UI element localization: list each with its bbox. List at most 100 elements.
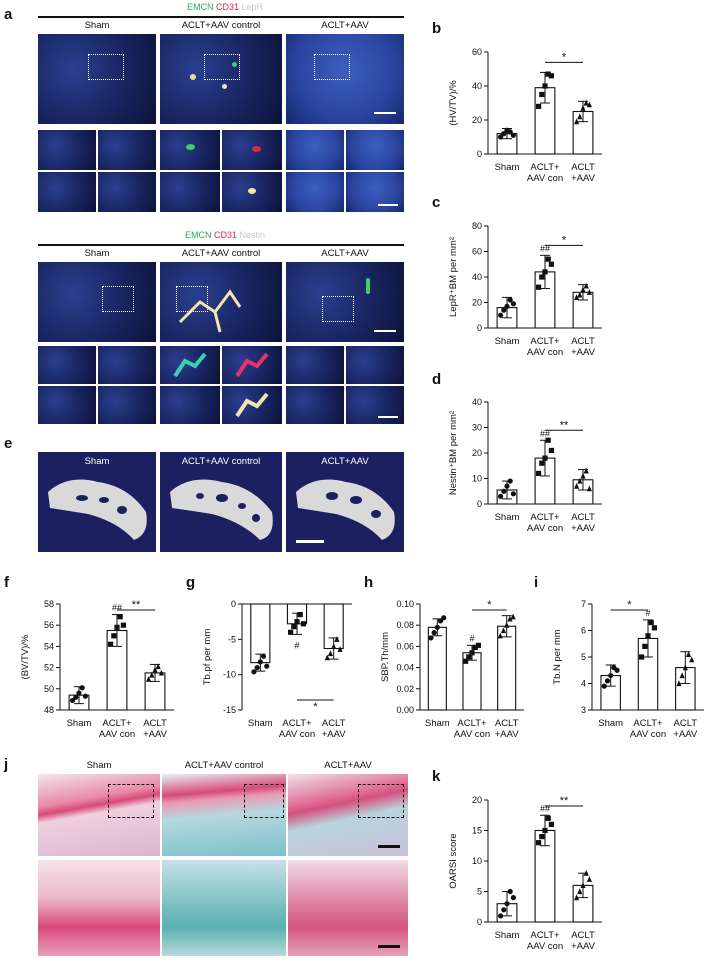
k-xlabel-1-1: AAV con bbox=[527, 941, 563, 952]
histology-sham bbox=[38, 774, 160, 856]
k-ylabel: OARSI score bbox=[448, 833, 459, 888]
i-point-1-2 bbox=[645, 633, 651, 639]
g-point-1-4 bbox=[300, 621, 306, 627]
zoom-aav-nestin-2 bbox=[346, 346, 404, 384]
f-ytick-label-1: 50 bbox=[44, 684, 54, 694]
f-point-1-0 bbox=[108, 641, 114, 647]
b-xlabel-1-0: ACLT+ bbox=[530, 162, 560, 173]
stain-emcn-2: EMCN bbox=[184, 230, 212, 240]
i-xlabel-0-0: Sham bbox=[598, 718, 623, 729]
g-xlabel-1-1: AAV con bbox=[279, 729, 315, 740]
panel-label-b: b bbox=[432, 20, 442, 37]
g-point-1-3 bbox=[297, 612, 303, 618]
d-point-1-2 bbox=[542, 455, 548, 461]
d-point-0-4 bbox=[510, 491, 516, 497]
microct-aclt-aav: ACLT+AAV bbox=[286, 452, 404, 552]
i-point-1-1 bbox=[642, 643, 648, 649]
h-point-1-4 bbox=[475, 642, 481, 648]
h-xlabel-1-0: ACLT+ bbox=[457, 718, 487, 729]
b-point-1-4 bbox=[548, 73, 554, 79]
zoom-aav-lepr-1 bbox=[286, 130, 344, 170]
i-ytick-label-2: 5 bbox=[581, 652, 586, 662]
f-xlabel-2-0: ACLT bbox=[143, 718, 167, 729]
i-comparison-label-0: * bbox=[627, 599, 632, 611]
d-xlabel-0-0: Sham bbox=[495, 512, 520, 523]
k-point-2-1 bbox=[577, 888, 583, 895]
panel-label-k: k bbox=[432, 768, 441, 785]
d-xlabel-1-0: ACLT+ bbox=[530, 512, 560, 523]
h-ytick-label-2: 0.04 bbox=[396, 663, 414, 673]
g-point-1-1 bbox=[291, 624, 297, 630]
k-point-0-0 bbox=[498, 913, 504, 919]
f-ytick-label-3: 54 bbox=[44, 641, 54, 651]
chart-c: 0 20 40 60 80 LepR⁺BM per mm² Sham ACLT+AAV con… bbox=[448, 221, 602, 358]
k-point-0-2 bbox=[504, 901, 510, 907]
h-point-2-0 bbox=[497, 632, 503, 639]
panel-label-f: f bbox=[4, 574, 9, 591]
g-ytick-label-2: -5 bbox=[228, 634, 236, 644]
h-bar-2 bbox=[497, 625, 517, 711]
d-point-2-4 bbox=[586, 485, 592, 492]
stain-cd31-2: CD31 bbox=[213, 230, 237, 240]
c-point-2-0 bbox=[574, 294, 580, 300]
i-xlabel-2-1: +AAV bbox=[673, 729, 698, 740]
microct-sham: Sham bbox=[38, 452, 156, 552]
zoom-control-lepr-3 bbox=[160, 172, 220, 212]
d-point-0-3 bbox=[507, 478, 513, 484]
d-ylabel: Nestin⁺BM per mm² bbox=[448, 411, 459, 495]
c-point-2-1 bbox=[577, 291, 583, 298]
k-point-2-4 bbox=[586, 876, 592, 882]
d-point-0-1 bbox=[501, 488, 507, 494]
h-comparison-label-0: * bbox=[487, 599, 492, 611]
h-point-2-3 bbox=[507, 615, 513, 622]
c-xlabel-0-0: Sham bbox=[495, 336, 520, 347]
h-ytick-label-5: 0.10 bbox=[396, 599, 414, 609]
c-point-2-2 bbox=[580, 286, 586, 293]
zoom-aav-lepr-2 bbox=[346, 130, 404, 170]
histology-aclt-control-zoom bbox=[162, 860, 286, 956]
g-xlabel-2-0: ACLT bbox=[322, 718, 346, 729]
micrograph-aclt-aav-nestin bbox=[286, 262, 404, 342]
g-point-0-4 bbox=[264, 663, 270, 669]
micrograph-sham-lepr bbox=[38, 34, 156, 124]
scale-bar-e bbox=[296, 540, 324, 543]
panel-label-c: c bbox=[432, 194, 441, 211]
zoom-sham-nestin-3 bbox=[38, 386, 96, 424]
g-ytick-label-3: 0 bbox=[231, 599, 236, 609]
f-sig-1: ## bbox=[112, 603, 122, 613]
h-ylabel: SBP.Th/mm bbox=[380, 632, 391, 682]
zoom-control-nestin-3 bbox=[160, 386, 220, 424]
microct-aclt-control: ACLT+AAV control bbox=[160, 452, 282, 552]
f-ytick-label-4: 56 bbox=[44, 620, 54, 630]
k-point-0-3 bbox=[507, 888, 513, 895]
h-ytick-label-3: 0.06 bbox=[396, 641, 414, 651]
hist-label-aclt-aav: ACLT+AAV bbox=[324, 760, 372, 771]
h-point-0-0 bbox=[428, 635, 434, 641]
d-point-1-1 bbox=[539, 460, 545, 466]
f-point-2-3 bbox=[155, 663, 161, 670]
hist-label-sham: Sham bbox=[86, 760, 112, 771]
b-point-0-3 bbox=[507, 129, 513, 135]
f-point-1-4 bbox=[120, 622, 126, 628]
h-point-1-3 bbox=[472, 644, 478, 651]
c-point-0-2 bbox=[504, 303, 510, 309]
c-point-0-1 bbox=[501, 307, 507, 313]
stain-legend-a2: EMCN CD31 Nestin bbox=[160, 230, 290, 240]
b-ytick-label-0: 0 bbox=[477, 149, 482, 159]
chart-f: 48 50 52 54 56 58 (BV/TV)/% Sham ACLT+AAV con ## A… bbox=[20, 599, 174, 740]
ct-label-sham: Sham bbox=[84, 456, 110, 467]
c-xlabel-2-1: +AAV bbox=[571, 347, 596, 358]
g-point-2-3 bbox=[334, 636, 340, 642]
c-sig-1: ## bbox=[540, 243, 550, 253]
f-xlabel-2-1: +AAV bbox=[143, 729, 168, 740]
g-point-0-1 bbox=[254, 665, 260, 671]
h-point-2-1 bbox=[500, 627, 507, 634]
h-ytick-label-0: 0.00 bbox=[396, 705, 414, 715]
group-label-sham: Sham bbox=[84, 20, 110, 31]
g-ylabel: Tb.pf per mm bbox=[202, 629, 213, 686]
f-point-0-3 bbox=[79, 685, 85, 691]
panel-label-j: j bbox=[4, 756, 9, 773]
panel-label-e: e bbox=[4, 435, 13, 452]
chart-b: 0 20 40 60 (HV/TV)/% Sham ACLT+AAV con ACLT+AAV… bbox=[448, 47, 602, 184]
zoom-aav-lepr-3 bbox=[286, 172, 344, 212]
